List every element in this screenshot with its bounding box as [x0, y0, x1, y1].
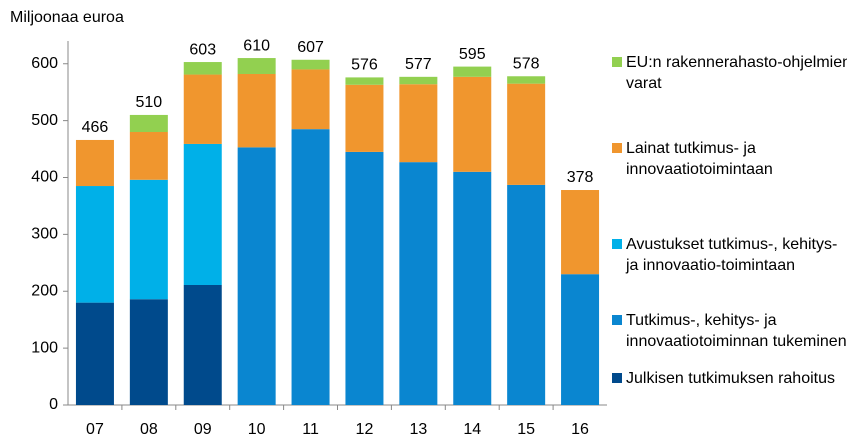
legend-swatch [612, 143, 622, 153]
bar-segment [507, 184, 546, 405]
bar-segment [183, 62, 222, 75]
legend-label: Lainat tutkimus- ja innovaatiotoimintaan [626, 140, 773, 178]
legend-label: EU:n rakennerahasto-ohjelmien varat [626, 54, 847, 92]
x-tick-label: 10 [248, 421, 266, 436]
total-label: 595 [459, 46, 486, 63]
total-label: 576 [351, 57, 378, 74]
bar-segment [129, 299, 168, 405]
bar-segment [291, 129, 330, 405]
x-tick-label: 15 [517, 421, 535, 436]
legend-swatch [612, 239, 622, 249]
total-label: 378 [567, 169, 594, 186]
bar-segment [75, 139, 114, 187]
total-label: 607 [297, 39, 324, 56]
bar-segment [237, 147, 276, 405]
bar-segment [453, 66, 492, 77]
bar-segment [453, 76, 492, 172]
legend-item: EU:n rakennerahasto-ohjelmien varat [612, 52, 847, 94]
x-tick-label: 07 [86, 421, 104, 436]
total-label: 603 [189, 41, 216, 58]
total-label: 510 [135, 94, 162, 111]
bar-segment [237, 58, 276, 74]
y-tick-label: 400 [31, 169, 58, 186]
bar-segment [399, 76, 438, 85]
bar-segment [183, 284, 222, 405]
y-tick-label: 200 [31, 282, 58, 299]
x-tick-label: 13 [409, 421, 427, 436]
y-axis-title: Miljoonaa euroa [10, 9, 124, 26]
legend-swatch [612, 57, 622, 67]
legend-item: Julkisen tutkimuksen rahoitus [612, 368, 847, 389]
bar-segment [345, 77, 384, 85]
total-label: 577 [405, 56, 432, 73]
legend-swatch [612, 373, 622, 383]
bar-segment [129, 114, 168, 132]
bar-segment [561, 190, 600, 275]
x-tick-label: 08 [140, 421, 158, 436]
bar-segment [345, 84, 384, 152]
bar-segment [399, 162, 438, 405]
y-tick-label: 100 [31, 339, 58, 356]
total-label: 466 [82, 119, 109, 136]
bar-segment [453, 171, 492, 405]
bar-segment [183, 143, 222, 285]
x-tick-label: 09 [194, 421, 212, 436]
bar-segment [291, 69, 330, 130]
bar-segment [129, 179, 168, 300]
bar-segment [75, 186, 114, 303]
legend-label: Avustukset tutkimus-, kehitys- ja innova… [626, 236, 838, 274]
total-label: 578 [513, 55, 540, 72]
legend-item: Avustukset tutkimus-, kehitys- ja innova… [612, 234, 847, 276]
x-tick-label: 11 [302, 421, 319, 436]
bar-segment [507, 76, 546, 84]
legend-label: Julkisen tutkimuksen rahoitus [626, 370, 835, 387]
legend-swatch [612, 315, 622, 325]
y-tick-label: 0 [49, 396, 58, 413]
bar-segment [75, 302, 114, 405]
y-tick-label: 300 [31, 226, 58, 243]
bar-segment [183, 74, 222, 144]
bar-segment [507, 83, 546, 185]
bar-segment [561, 274, 600, 405]
x-tick-label: 16 [571, 421, 589, 436]
y-tick-label: 600 [31, 55, 58, 72]
legend-item: Tutkimus-, kehitys- ja innovaatiotoiminn… [612, 310, 847, 352]
bar-segment [291, 59, 330, 70]
bar-segment [345, 151, 384, 405]
bar-segment [399, 84, 438, 163]
legend-item: Lainat tutkimus- ja innovaatiotoimintaan [612, 138, 847, 180]
y-tick-label: 500 [31, 112, 58, 129]
bar-segment [129, 132, 168, 180]
total-label: 610 [243, 37, 270, 54]
legend-label: Tutkimus-, kehitys- ja innovaatiotoiminn… [626, 312, 847, 350]
x-tick-label: 12 [356, 421, 374, 436]
x-tick-label: 14 [463, 421, 481, 436]
bar-segment [237, 73, 276, 148]
